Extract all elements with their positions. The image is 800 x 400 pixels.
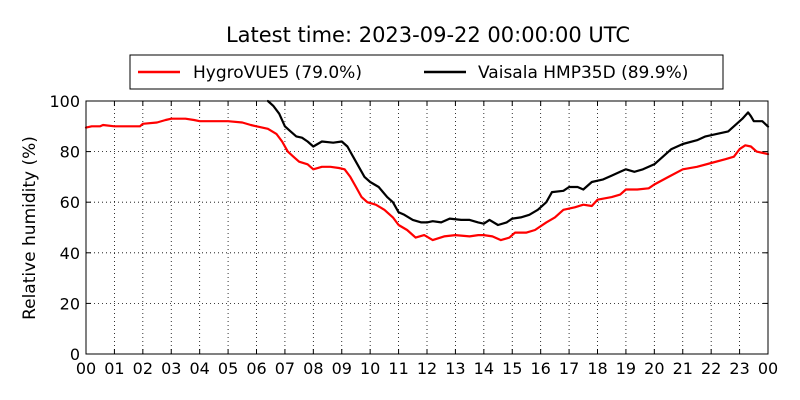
x-tick-label: 22	[701, 359, 721, 378]
legend: HygroVUE5 (79.0%) Vaisala HMP35D (89.9%)	[129, 54, 724, 90]
series-line-1	[84, 117, 770, 242]
x-tick-label: 19	[616, 359, 636, 378]
chart-title: Latest time: 2023-09-22 00:00:00 UTC	[226, 23, 630, 47]
x-tick-labels: 00 01 02 03 04 05 06 07 08 09 10 11 12 13 14 15 16 17 18 19…	[76, 359, 778, 378]
x-tick-label: 20	[644, 359, 664, 378]
x-tick-label: 00	[758, 359, 778, 378]
x-tick-label: 18	[587, 359, 607, 378]
x-tick-label: 11	[388, 359, 408, 378]
x-tick-label: 08	[303, 359, 323, 378]
y-tick-labels: 0 20 40 60 80 100	[49, 92, 80, 364]
x-tick-label: 12	[417, 359, 437, 378]
legend-label-1: HygroVUE5 (79.0%)	[193, 63, 362, 83]
series-group	[84, 99, 770, 242]
x-tick-label: 07	[275, 359, 295, 378]
x-tick-label: 15	[502, 359, 522, 378]
y-tick-label: 40	[60, 244, 80, 263]
y-tick-label: 60	[60, 193, 80, 212]
x-tick-label: 13	[445, 359, 465, 378]
x-tick-label: 23	[729, 359, 749, 378]
x-tick-label: 14	[474, 359, 494, 378]
x-tick-label: 04	[189, 359, 209, 378]
x-tick-label: 01	[104, 359, 124, 378]
x-tick-label: 16	[530, 359, 550, 378]
x-tick-label: 02	[133, 359, 153, 378]
x-tick-label: 21	[673, 359, 693, 378]
x-tick-label: 06	[246, 359, 266, 378]
x-tick-label: 00	[76, 359, 96, 378]
legend-label-2: Vaisala HMP35D (89.9%)	[478, 63, 688, 83]
plot-frame	[85, 100, 769, 355]
series-line-2	[266, 99, 770, 227]
x-tick-label: 05	[218, 359, 238, 378]
grid	[86, 101, 768, 354]
y-axis-label: Relative humidity (%)	[20, 136, 40, 320]
x-tick-label: 10	[360, 359, 380, 378]
y-tick-label: 0	[70, 345, 80, 364]
x-tick-label: 03	[161, 359, 181, 378]
x-tick-label: 17	[559, 359, 579, 378]
y-tick-label: 100	[49, 92, 80, 111]
ticks	[85, 100, 769, 355]
y-tick-label: 20	[60, 294, 80, 313]
y-tick-label: 80	[60, 143, 80, 162]
x-tick-label: 09	[332, 359, 352, 378]
